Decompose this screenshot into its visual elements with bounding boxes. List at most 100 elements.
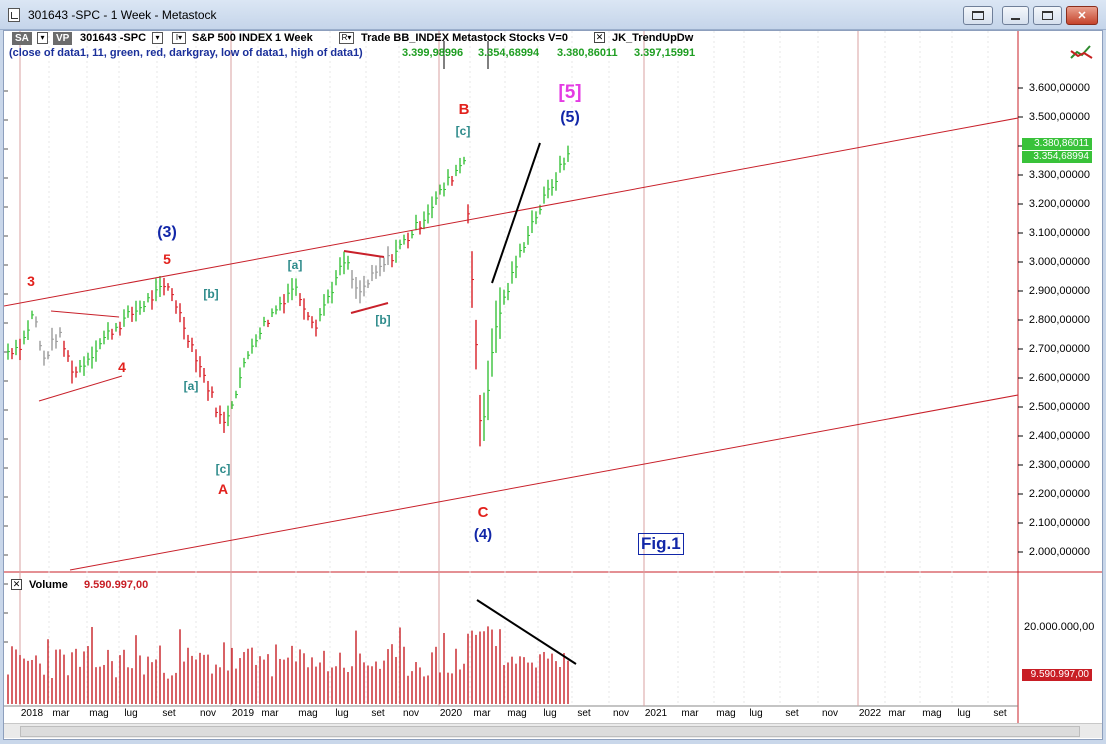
window-float-icon	[972, 11, 984, 20]
wave-label-B: B	[458, 101, 470, 118]
wave-label-5: 5	[163, 251, 171, 267]
float-window-button[interactable]	[963, 6, 993, 25]
security-tag[interactable]: SA	[12, 32, 32, 45]
triangle-2019-top	[343, 250, 385, 258]
price-tick-label: 2.800,00000	[1028, 314, 1090, 326]
index-name: S&P 500 INDEX	[192, 32, 273, 44]
triangle-2018-bottom	[38, 375, 123, 402]
time-tick-label: set	[785, 708, 799, 719]
wave-label-3: 3	[27, 273, 35, 289]
time-tick-label: set	[371, 708, 385, 719]
ohlc-high: 3.354,68994	[478, 47, 540, 59]
price-tick-label: 3.000,00000	[1028, 256, 1090, 268]
triangle-2018-top	[50, 310, 120, 318]
ohlc-open: 3.399,98996	[402, 47, 464, 59]
time-tick-label: 2019	[231, 708, 255, 719]
time-tick-label: 2022	[858, 708, 882, 719]
view-profile-tag[interactable]: VP	[53, 32, 73, 45]
triangle-2019-bottom	[350, 302, 389, 314]
time-tick-label: lug	[543, 708, 557, 719]
price-pane	[4, 64, 1018, 570]
time-tick-label: mar	[888, 708, 906, 719]
price-tick-label: 3.200,00000	[1028, 198, 1090, 210]
time-tick-label: mar	[261, 708, 279, 719]
wave-label-4-intermediate: (4)	[473, 526, 493, 543]
time-tick-label: lug	[957, 708, 971, 719]
maximize-button[interactable]	[1033, 6, 1062, 25]
chart-window[interactable]: SA ▾ VP 301643 -SPC ▾ I▾ S&P 500 INDEX 1…	[3, 30, 1103, 740]
volume-label: Volume	[29, 579, 68, 591]
time-tick-label: 2021	[644, 708, 668, 719]
price-tick-label: 2.600,00000	[1028, 372, 1090, 384]
window-title: 301643 -SPC - 1 Week - Metastock	[28, 8, 217, 22]
chart-window-icon	[8, 8, 20, 22]
channel-lower-line	[69, 394, 1019, 571]
time-tick-label: nov	[402, 708, 420, 719]
interval-dropdown[interactable]: I▾	[172, 32, 186, 44]
trend-tool-icon[interactable]	[1070, 43, 1094, 61]
volume-divergence-line	[476, 599, 577, 665]
horizontal-scrollbar[interactable]	[4, 723, 1102, 738]
time-tick-label: mar	[52, 708, 70, 719]
wave-label-5-primary: [5]	[558, 82, 582, 103]
wave-label-c-2: [c]	[455, 124, 471, 138]
time-tick-label: set	[577, 708, 591, 719]
wave-label-a-1: [a]	[183, 379, 199, 393]
price-tick-label: 3.100,00000	[1028, 227, 1090, 239]
price-tick-label: 2.000,00000	[1028, 546, 1090, 558]
trendline-to-5	[491, 142, 541, 284]
time-tick-label: lug	[124, 708, 138, 719]
time-tick-label: mag	[298, 708, 318, 719]
wave-label-c-1: [c]	[215, 462, 231, 476]
volume-value: 9.590.997,00	[84, 579, 149, 591]
security-dropdown[interactable]: ▾	[37, 32, 48, 44]
symbol-label: 301643 -SPC	[80, 32, 147, 44]
price-tick-label: 2.700,00000	[1028, 343, 1090, 355]
price-tick-label: 2.200,00000	[1028, 488, 1090, 500]
remove-indicator-icon[interactable]: ✕	[594, 32, 605, 43]
time-tick-label: lug	[335, 708, 349, 719]
maximize-icon	[1042, 11, 1053, 20]
trade-info: Trade BB_INDEX Metastock Stocks V=0	[361, 32, 568, 44]
ohlc-low: 3.380,86011	[557, 47, 618, 59]
time-tick-label: mag	[922, 708, 942, 719]
indicator-name: JK_TrendUpDw	[612, 32, 694, 44]
period-label: 1 Week	[275, 32, 313, 44]
price-tick-label: 2.400,00000	[1028, 430, 1090, 442]
wave-label-a-2: [a]	[287, 258, 303, 272]
time-tick-label: mar	[473, 708, 491, 719]
price-tick-label: 2.900,00000	[1028, 285, 1090, 297]
channel-upper-line	[4, 117, 1019, 307]
figure-label: Fig.1	[638, 533, 684, 555]
minimize-button[interactable]	[1002, 6, 1029, 25]
price-tick-label: 2.100,00000	[1028, 517, 1090, 529]
ohlc-close: 3.397,15991	[634, 47, 696, 59]
wave-label-C: C	[477, 504, 489, 521]
time-tick-label: nov	[612, 708, 630, 719]
minimize-icon	[1011, 17, 1020, 20]
time-tick-label: lug	[749, 708, 763, 719]
chart-canvas[interactable]	[4, 31, 1102, 739]
symbol-dropdown[interactable]: ▾	[152, 32, 163, 44]
scrollbar-thumb[interactable]	[20, 726, 1080, 737]
price-tick-label: 3.600,00000	[1028, 82, 1090, 94]
time-tick-label: nov	[199, 708, 217, 719]
volume-axis-label: 20.000.000,00	[1024, 621, 1095, 633]
time-tick-label: set	[993, 708, 1007, 719]
price-tick-label: 2.300,00000	[1028, 459, 1090, 471]
window-titlebar: 301643 -SPC - 1 Week - Metastock ✕	[0, 0, 1106, 30]
time-tick-label: mag	[716, 708, 736, 719]
wave-label-b-1: [b]	[203, 287, 219, 301]
time-tick-label: mag	[89, 708, 109, 719]
range-dropdown[interactable]: R▾	[339, 32, 354, 44]
time-tick-label: mag	[507, 708, 527, 719]
wave-label-A: A	[217, 481, 229, 497]
indicator-formula: (close of data1, 11, green, red, darkgra…	[9, 47, 363, 59]
close-volume-icon[interactable]: ✕	[11, 579, 22, 590]
price-tick-label: 3.500,00000	[1028, 111, 1090, 123]
wave-label-4: 4	[118, 359, 126, 375]
volume-value-box: 9.590.997,00	[1022, 669, 1092, 681]
close-button[interactable]: ✕	[1066, 6, 1098, 25]
time-tick-label: set	[162, 708, 176, 719]
time-tick-label: nov	[821, 708, 839, 719]
